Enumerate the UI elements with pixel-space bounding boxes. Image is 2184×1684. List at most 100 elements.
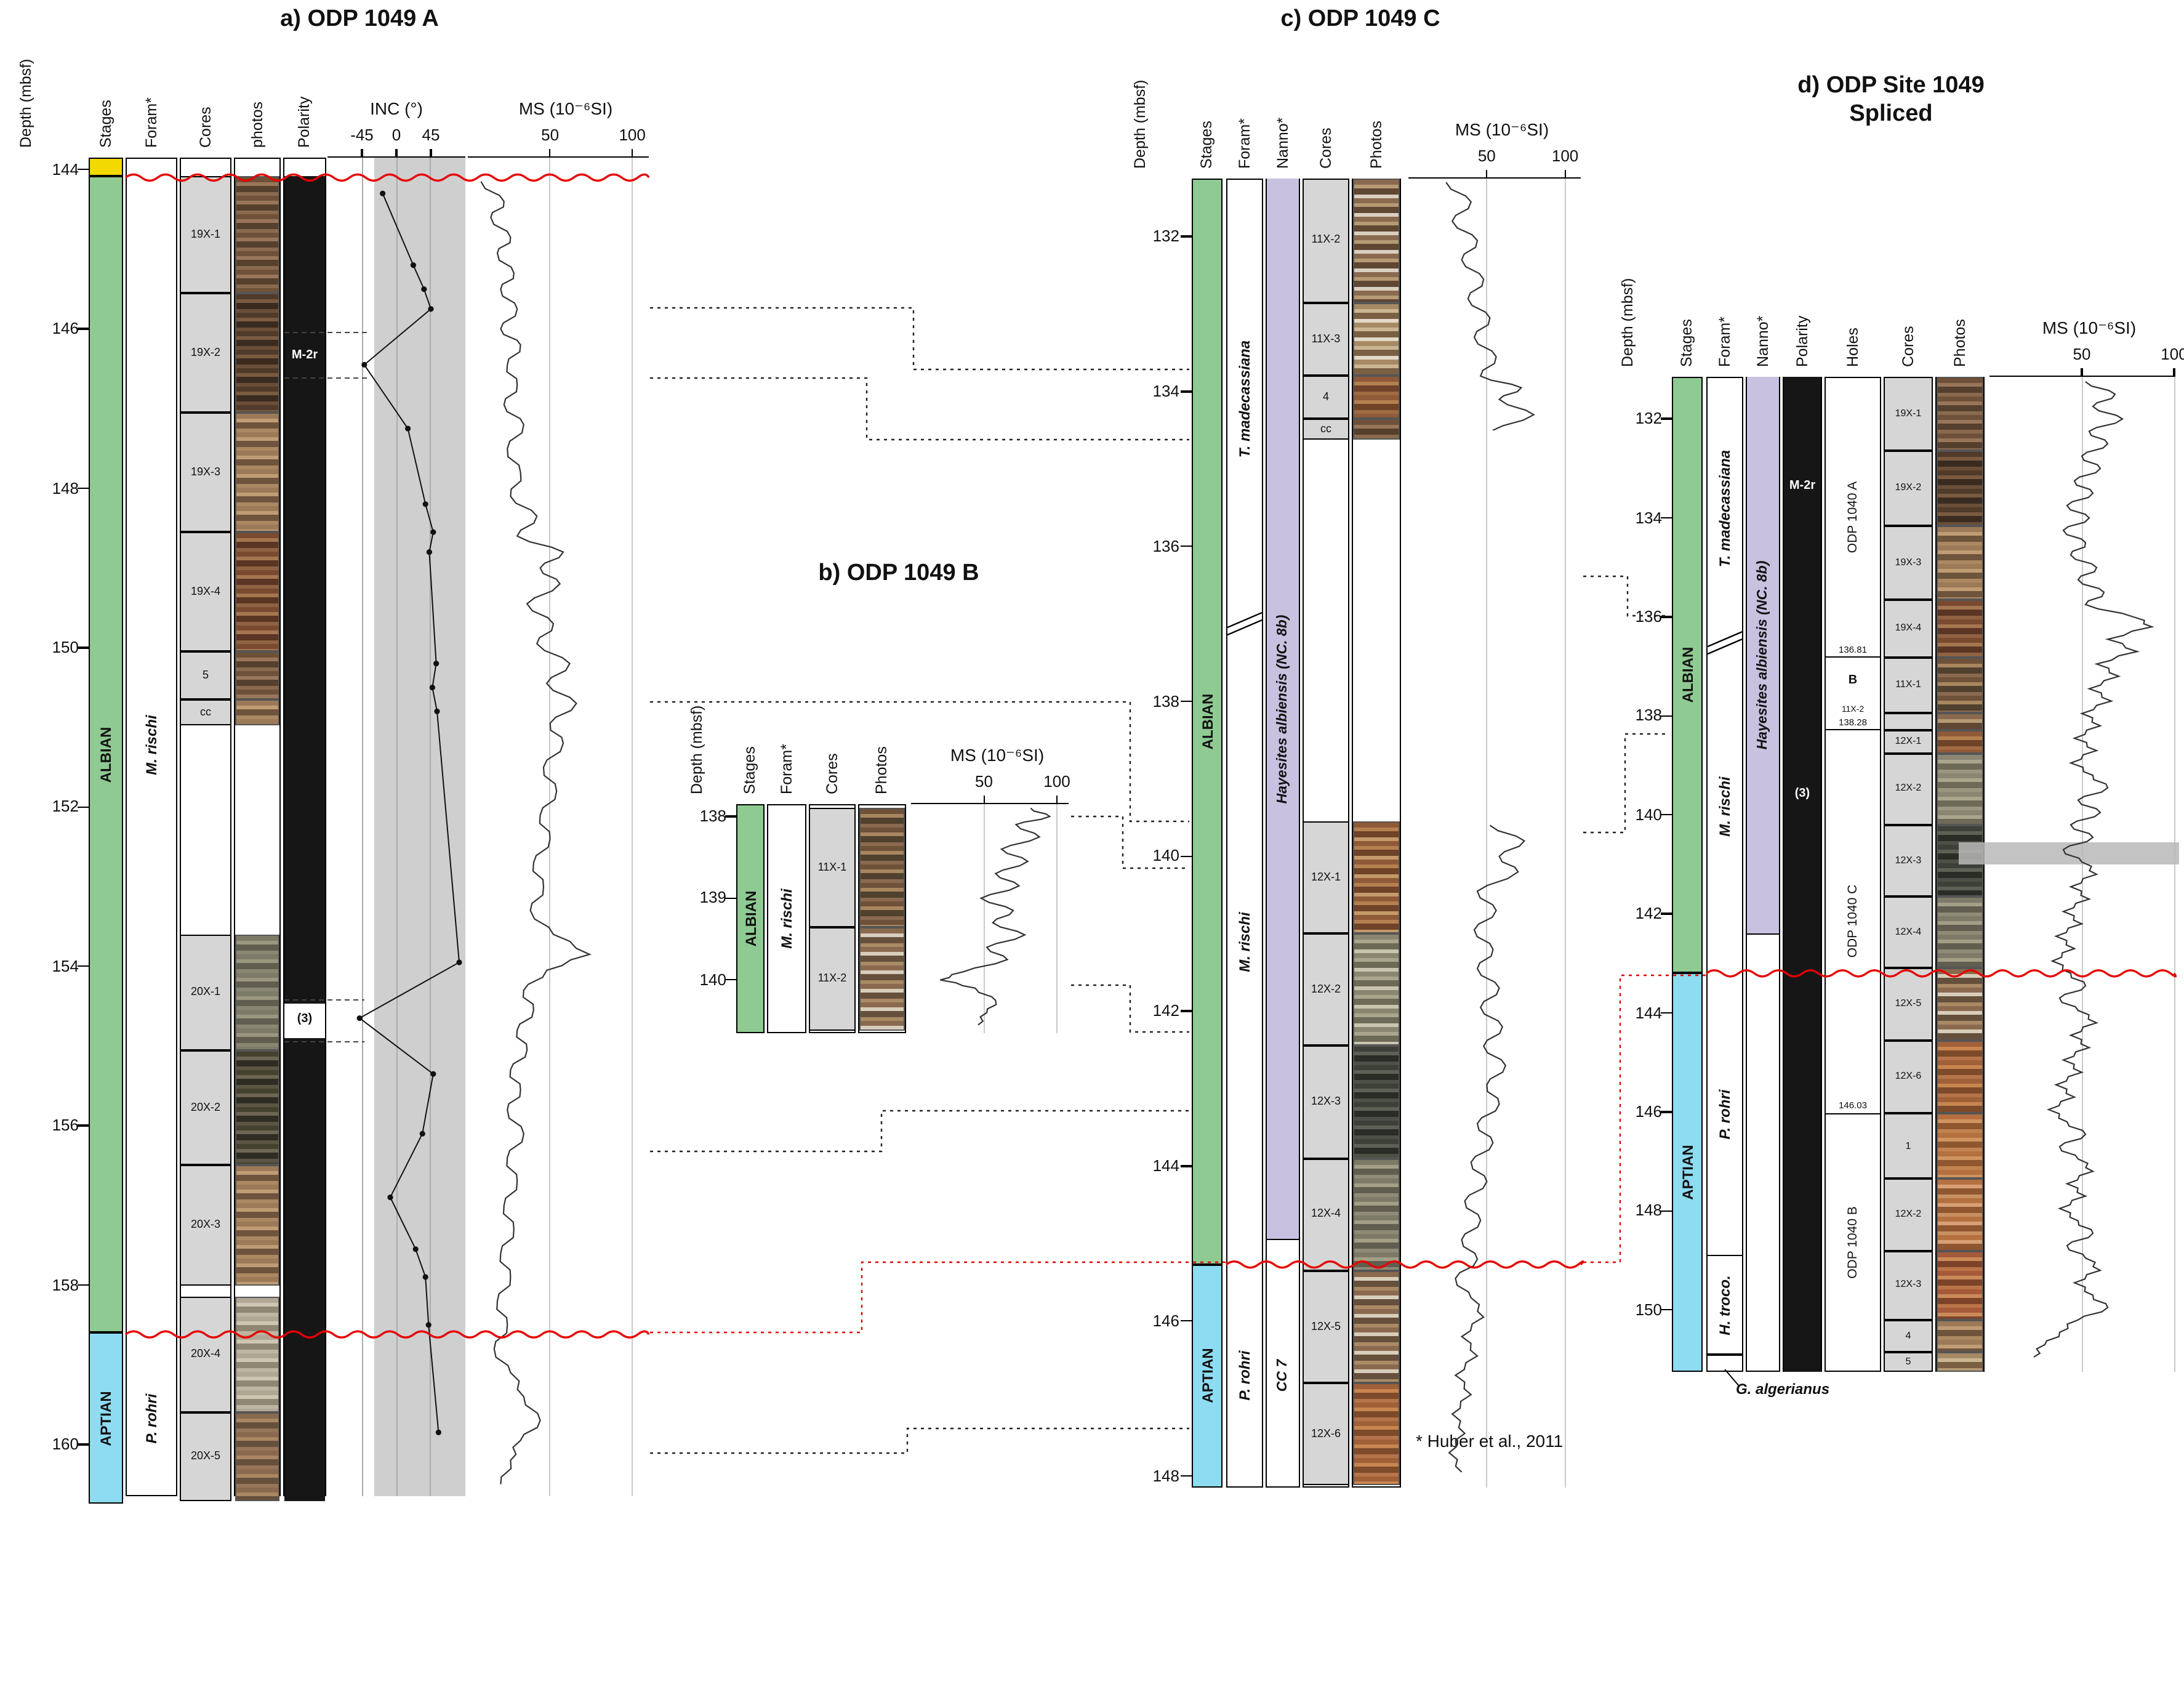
core-cell (1303, 1158, 1349, 1271)
depth-tick-label: 132 (1635, 409, 1662, 428)
nanno-zone-label: Hayesites albiensis (NC. 8b) (1756, 560, 1771, 750)
depth-tick (1181, 855, 1192, 858)
depth-tick (725, 897, 736, 900)
depth-tick-label: 158 (52, 1275, 79, 1294)
core-label: 12X-5 (1311, 1319, 1341, 1332)
stage-label: APTIAN (1198, 1348, 1216, 1404)
panel-d-title: d) ODP Site 1049 Spliced (1706, 71, 2076, 128)
depth-tick-label: 154 (52, 956, 79, 975)
core-photo (1353, 418, 1400, 440)
core-label: 12X-1 (1311, 870, 1341, 883)
column-header-depth: Depth (mbsf) (17, 58, 34, 148)
depth-tick (1181, 1320, 1192, 1322)
core-photo (1937, 599, 1983, 658)
ms-gridline (2081, 377, 2082, 1372)
stage-label: ALBIAN (742, 890, 760, 947)
depth-tick-label: 134 (1635, 508, 1662, 527)
depth-tick (1181, 1475, 1192, 1477)
core-label: 4 (1322, 390, 1329, 403)
core-label: cc (1320, 422, 1331, 435)
core-label: 12X-6 (1895, 1070, 1922, 1082)
inc-gridline (396, 158, 397, 1496)
ms-gridline (1564, 179, 1566, 1488)
column-foram (1226, 179, 1263, 1488)
panel-b-title: b) ODP 1049 B (818, 560, 979, 586)
inc-axis-tick (395, 149, 398, 158)
hole-boundary-depth: 146.03 (1839, 1100, 1867, 1111)
depth-tick-label: 132 (1152, 227, 1179, 246)
core-label: 19X-3 (190, 465, 221, 478)
depth-tick-label: 146 (52, 319, 79, 338)
depth-tick-label: 148 (1152, 1466, 1179, 1485)
ms-axis-tick-label: 100 (1551, 147, 1579, 165)
core-cell (180, 175, 231, 293)
hole-boundary (1825, 656, 1881, 658)
depth-tick-label: 160 (52, 1434, 79, 1453)
ms-trace (1445, 182, 1535, 431)
correlation-connector (650, 307, 1189, 371)
foram-zone-label: M. rischi (1236, 912, 1254, 973)
depth-tick-label: 138 (1635, 706, 1662, 725)
core-label: 20X-1 (190, 985, 221, 997)
core-cell (1884, 1113, 1933, 1179)
depth-tick (1661, 616, 1672, 618)
foram-zone-label: H. troco. (1716, 1275, 1734, 1336)
core-cell (180, 699, 231, 726)
core-photo (1937, 730, 1983, 754)
depth-tick (1181, 1010, 1192, 1012)
core-photo (235, 413, 279, 533)
core-photo (1353, 1270, 1400, 1384)
hole-boundary (1825, 729, 1881, 731)
depth-tick (1661, 417, 1672, 420)
ms-axis-tick (1056, 796, 1058, 804)
core-photo (1937, 377, 1983, 451)
core-photo (1353, 376, 1400, 419)
core-photo (1937, 1352, 1983, 1372)
depth-tick (1661, 1309, 1672, 1311)
inc-axis-tick-label: 45 (422, 126, 440, 144)
core-label: 19X-2 (1895, 481, 1922, 493)
depth-tick (1661, 517, 1672, 519)
depth-tick-label: 140 (1635, 805, 1662, 824)
ms-gridline (632, 158, 633, 1496)
depth-tick (1661, 1111, 1672, 1113)
depth-tick-label: 152 (52, 797, 79, 816)
nanno-zone (1267, 179, 1299, 1240)
core-label: 11X-3 (1311, 332, 1341, 345)
core-cell (1884, 713, 1933, 730)
ms-axis-tick-label: 100 (2161, 345, 2184, 363)
column-header-photos: Photos (873, 746, 891, 794)
inc-axis-tick (361, 149, 363, 158)
inc-axis-tick-label: 0 (391, 126, 401, 144)
stage-cell (89, 158, 123, 176)
core-label: 20X-5 (190, 1449, 221, 1462)
depth-tick (78, 328, 89, 330)
column-header-foram: Foram* (777, 744, 795, 794)
inc-axis-title: INC (°) (370, 99, 423, 118)
foram-zone-label: M. rischi (778, 888, 796, 949)
core-photo (1937, 657, 1983, 714)
core-photo (1353, 302, 1400, 376)
core-cell (180, 934, 231, 1050)
depth-tick (1181, 546, 1192, 547)
ms-axis-line (911, 803, 1069, 805)
hole-boundary-depth: 138.28 (1839, 716, 1867, 728)
core-cell (1884, 1352, 1933, 1372)
ms-axis-title: MS (10⁻⁶SI) (518, 99, 613, 118)
depth-tick-label: 144 (1152, 1156, 1179, 1175)
depth-tick-label: 146 (1152, 1311, 1179, 1330)
ms-axis-tick (1486, 170, 1488, 179)
core-cell (1884, 753, 1933, 825)
panel-d-title-line2: Spliced (1849, 101, 1933, 127)
core-cell (1884, 896, 1933, 969)
depth-tick (1181, 390, 1192, 393)
column-header-cores: Cores (823, 753, 841, 794)
ms-axis-title: MS (10⁻⁶SI) (1455, 119, 1549, 139)
panel-c-title: c) ODP 1049 C (1280, 6, 1440, 32)
depth-tick (1181, 700, 1192, 703)
hole-boundary-depth: 136.81 (1839, 643, 1867, 655)
ms-trace (480, 181, 592, 1485)
depth-tick-label: 146 (1635, 1102, 1662, 1121)
ms-axis-tick-label: 50 (2073, 345, 2091, 363)
core-cell (1884, 968, 1933, 1041)
